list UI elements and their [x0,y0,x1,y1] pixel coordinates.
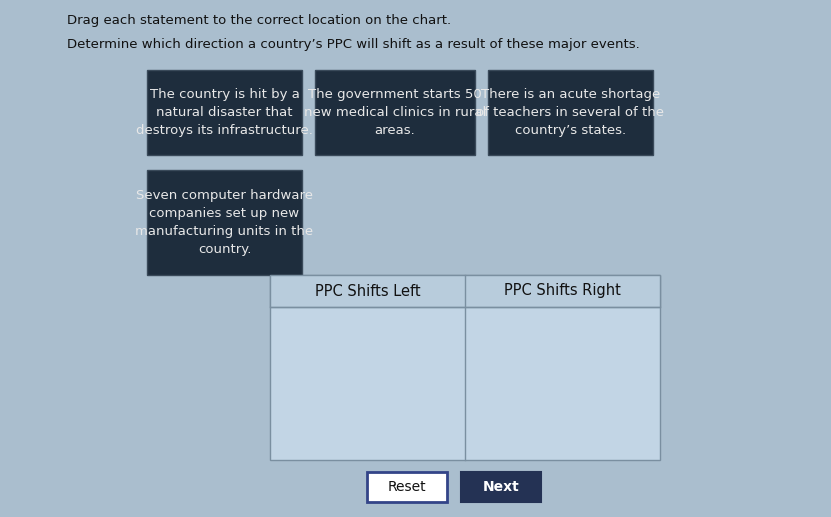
Text: PPC Shifts Left: PPC Shifts Left [315,283,420,298]
Bar [270,275,660,307]
Bar [147,170,302,275]
Text: Drag each statement to the correct location on the chart.: Drag each statement to the correct locat… [67,14,451,27]
Bar [367,472,447,502]
Text: There is an acute shortage
of teachers in several of the
country’s states.: There is an acute shortage of teachers i… [476,88,665,137]
Bar [270,275,660,460]
Text: Reset: Reset [388,480,426,494]
Text: PPC Shifts Right: PPC Shifts Right [504,283,621,298]
Bar [315,70,475,155]
Bar [488,70,653,155]
Bar [461,472,541,502]
Text: The government starts 50
new medical clinics in rural
areas.: The government starts 50 new medical cli… [304,88,486,137]
Text: Seven computer hardware
companies set up new
manufacturing units in the
country.: Seven computer hardware companies set up… [135,189,313,256]
Text: The country is hit by a
natural disaster that
destroys its infrastructure.: The country is hit by a natural disaster… [136,88,313,137]
Text: Determine which direction a country’s PPC will shift as a result of these major : Determine which direction a country’s PP… [67,38,640,51]
Text: Next: Next [483,480,519,494]
Bar [147,70,302,155]
